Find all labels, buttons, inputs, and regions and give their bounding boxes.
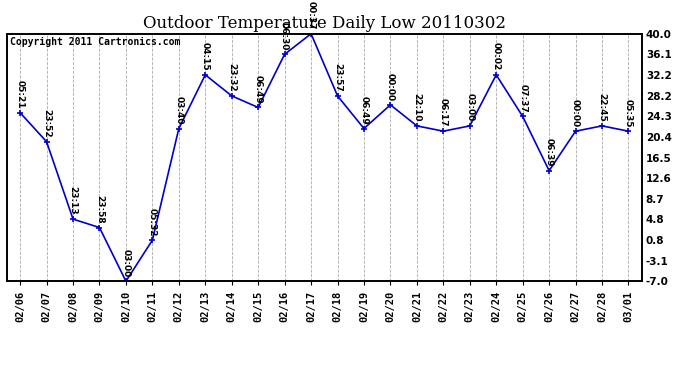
Text: 00:00: 00:00 — [386, 72, 395, 100]
Text: 23:32: 23:32 — [227, 63, 236, 92]
Text: 22:45: 22:45 — [598, 93, 607, 122]
Text: 07:37: 07:37 — [518, 84, 527, 112]
Text: 06:49: 06:49 — [254, 75, 263, 103]
Text: 04:15: 04:15 — [201, 42, 210, 70]
Text: 23:13: 23:13 — [68, 186, 77, 215]
Text: 03:40: 03:40 — [175, 96, 184, 124]
Text: 06:49: 06:49 — [359, 96, 368, 124]
Text: 05:32: 05:32 — [148, 207, 157, 236]
Text: 00:02: 00:02 — [492, 42, 501, 70]
Title: Outdoor Temperature Daily Low 20110302: Outdoor Temperature Daily Low 20110302 — [143, 15, 506, 32]
Text: 03:00: 03:00 — [121, 249, 130, 277]
Text: Copyright 2011 Cartronics.com: Copyright 2011 Cartronics.com — [10, 38, 181, 48]
Text: 22:10: 22:10 — [413, 93, 422, 122]
Text: 05:35: 05:35 — [624, 99, 633, 127]
Text: 05:21: 05:21 — [16, 80, 25, 109]
Text: 06:39: 06:39 — [544, 138, 553, 166]
Text: 00:37: 00:37 — [306, 1, 315, 30]
Text: 06:30: 06:30 — [280, 22, 289, 50]
Text: 23:52: 23:52 — [42, 109, 51, 138]
Text: 00:00: 00:00 — [571, 99, 580, 127]
Text: 06:17: 06:17 — [439, 98, 448, 127]
Text: 23:57: 23:57 — [333, 63, 342, 92]
Text: 23:58: 23:58 — [95, 195, 104, 224]
Text: 03:00: 03:00 — [465, 93, 474, 122]
